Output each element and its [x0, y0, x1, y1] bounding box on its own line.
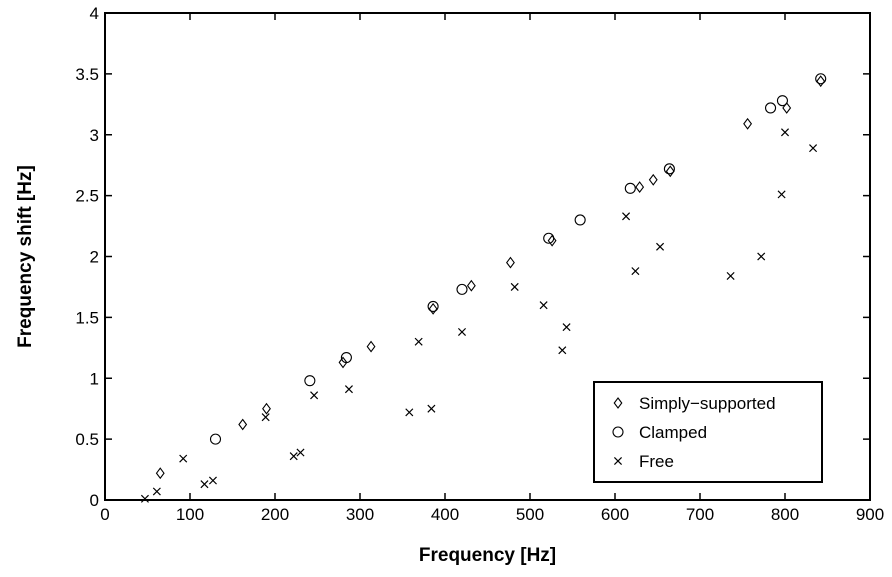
- circle-marker: [776, 95, 789, 107]
- circle-marker: [340, 352, 352, 364]
- axis-ticks: 0 100 200 300 400 500 600 700 800 900 0 0.5 1 1.5 2 2.5…: [75, 4, 884, 524]
- circle-marker: [663, 163, 675, 175]
- diamond-marker: [743, 117, 753, 130]
- cross-marker: [622, 212, 631, 221]
- x-tick-label: 700: [686, 505, 714, 524]
- y-tick-label: 0: [90, 491, 99, 510]
- cross-marker: [405, 408, 414, 417]
- legend-label: Clamped: [639, 423, 707, 442]
- diamond-marker: [648, 173, 658, 186]
- x-tick-label: 800: [771, 505, 799, 524]
- y-tick-label: 2: [90, 248, 99, 267]
- circle-marker: [304, 375, 316, 387]
- legend-cross-marker: [613, 456, 623, 466]
- x-tick-label: 300: [346, 505, 374, 524]
- diamond-marker: [816, 75, 826, 88]
- cross-marker: [656, 242, 665, 251]
- circle-marker: [427, 300, 439, 312]
- diamond-marker: [428, 302, 438, 315]
- diamond-marker: [466, 279, 476, 292]
- y-axis-label: Frequency shift [Hz]: [15, 165, 36, 348]
- legend-label: Free: [639, 452, 674, 471]
- x-tick-label: 500: [516, 505, 544, 524]
- diamond-marker: [238, 418, 248, 431]
- y-tick-label: 1: [90, 369, 99, 388]
- diamond-marker: [506, 256, 515, 269]
- x-tick-label: 0: [100, 505, 109, 524]
- legend: Simply−supported Clamped Free: [593, 381, 823, 483]
- cross-marker: [427, 404, 436, 413]
- cross-marker: [558, 346, 567, 355]
- y-tick-label: 1.5: [75, 308, 99, 327]
- cross-marker: [539, 301, 548, 310]
- diamond-marker: [366, 340, 376, 353]
- cross-marker: [414, 337, 423, 346]
- data-markers: [140, 73, 827, 503]
- cross-marker: [179, 454, 188, 463]
- cross-marker: [631, 267, 640, 276]
- x-tick-label: 200: [261, 505, 289, 524]
- cross-marker: [152, 487, 161, 496]
- legend-box: [593, 381, 823, 483]
- diamond-marker: [262, 402, 271, 415]
- cross-marker: [780, 128, 790, 137]
- x-tick-label: 600: [601, 505, 629, 524]
- y-tick-label: 3.5: [75, 65, 99, 84]
- diamond-marker: [155, 467, 165, 480]
- axes-frame: [104, 12, 871, 501]
- cross-marker: [296, 448, 305, 457]
- cross-marker: [310, 391, 319, 400]
- diamond-marker: [782, 102, 792, 114]
- circle-marker: [209, 433, 222, 445]
- cross-marker: [777, 190, 786, 199]
- x-tick-label: 400: [431, 505, 459, 524]
- x-tick-label: 100: [176, 505, 204, 524]
- y-tick-label: 0.5: [75, 430, 99, 449]
- cross-marker: [809, 144, 818, 153]
- diamond-marker: [665, 165, 675, 178]
- cross-marker: [289, 452, 298, 461]
- circle-marker: [574, 214, 586, 226]
- cross-marker: [726, 271, 735, 281]
- x-axis-label: Frequency [Hz]: [419, 545, 556, 566]
- cross-marker: [510, 282, 519, 291]
- cross-marker: [757, 252, 766, 261]
- diamond-marker: [547, 234, 557, 247]
- circle-marker: [543, 232, 555, 244]
- y-tick-label: 2.5: [75, 187, 99, 206]
- cross-marker: [140, 494, 149, 503]
- diamond-marker: [635, 181, 645, 194]
- circle-marker: [456, 283, 468, 295]
- legend-diamond-marker: [613, 397, 623, 409]
- cross-marker: [344, 385, 353, 394]
- cross-marker: [562, 323, 571, 332]
- legend-circle-marker: [612, 426, 624, 438]
- circle-marker: [764, 102, 777, 114]
- legend-label: Simply−supported: [639, 394, 776, 413]
- y-tick-label: 4: [90, 4, 99, 23]
- x-tick-label: 900: [856, 505, 884, 524]
- y-tick-label: 3: [90, 126, 99, 145]
- diamond-marker: [338, 356, 348, 369]
- cross-marker: [200, 480, 209, 489]
- cross-marker: [261, 413, 270, 422]
- cross-marker: [457, 327, 467, 337]
- circle-marker: [815, 73, 827, 85]
- circle-marker: [624, 182, 636, 194]
- cross-marker: [208, 476, 217, 485]
